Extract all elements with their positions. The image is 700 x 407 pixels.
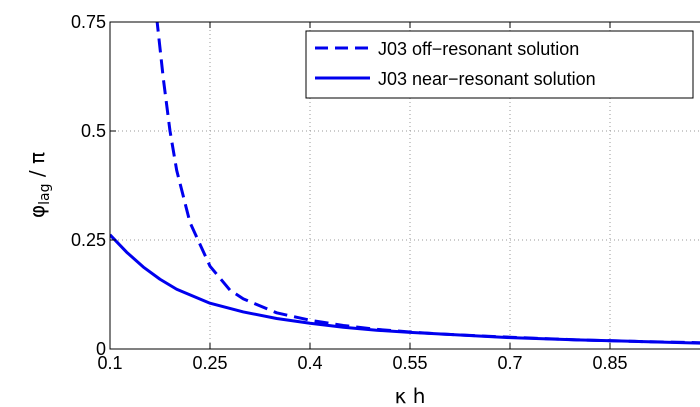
ticks [109, 21, 611, 350]
grid [110, 22, 700, 349]
x-tick-label: 0.55 [392, 353, 427, 373]
y-axis-label-base: φ [25, 205, 49, 218]
y-axis-label-rest: / π [25, 152, 49, 184]
y-tick-label: 0.25 [71, 230, 106, 250]
legend: J03 off−resonant solution J03 near−reson… [305, 30, 694, 99]
x-tick-label: 0.1 [97, 353, 122, 373]
y-tick-label: 0.75 [71, 12, 106, 32]
x-tick-label: 0.4 [297, 353, 322, 373]
series-off-resonant-line [155, 22, 700, 345]
legend-box [305, 30, 694, 99]
legend-label-near-resonant: J03 near−resonant solution [378, 69, 596, 89]
x-tick-label: 0.25 [192, 353, 227, 373]
tick-labels: 0.10.250.40.550.70.85100.250.50.75 [71, 12, 628, 373]
y-axis-label-sub: lag [37, 183, 53, 204]
y-axis-label: φlag / π [25, 152, 53, 218]
series-near-resonant-line [110, 233, 700, 345]
series-layer [110, 22, 700, 345]
x-tick-label: 0.7 [497, 353, 522, 373]
x-tick-label: 0.85 [592, 353, 627, 373]
y-tick-label: 0 [96, 339, 106, 359]
legend-label-off-resonant: J03 off−resonant solution [378, 39, 579, 59]
y-tick-label: 0.5 [81, 121, 106, 141]
x-axis-label: κ h [395, 384, 426, 407]
